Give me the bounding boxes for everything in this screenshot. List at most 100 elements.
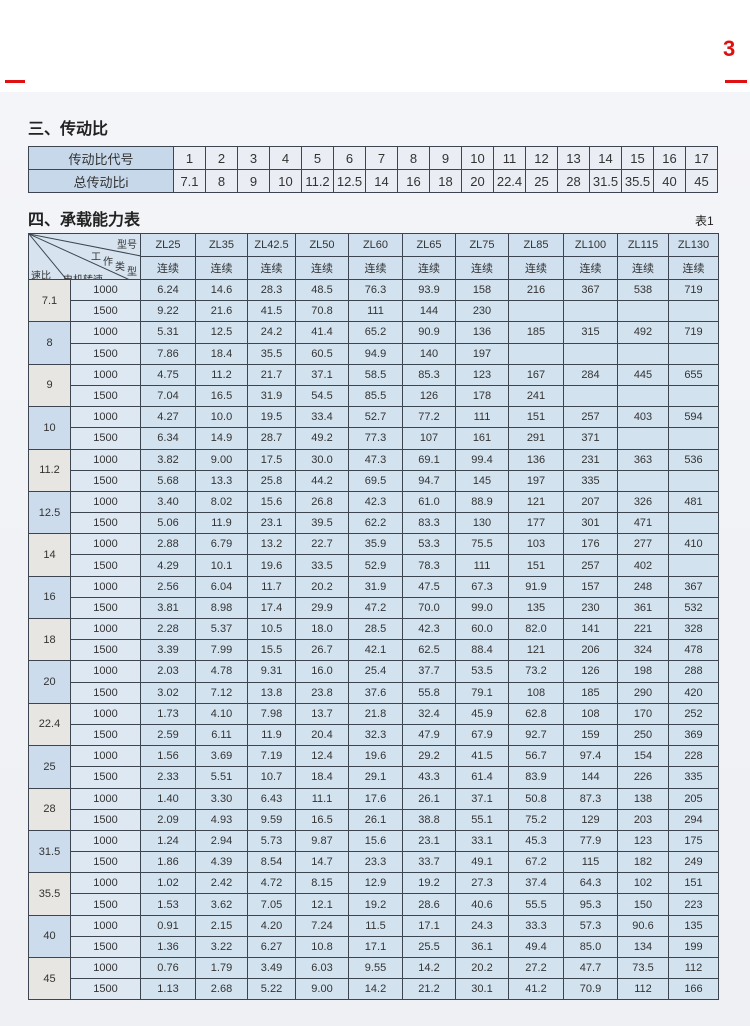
capacity-cell: 87.3 [563,787,618,810]
capacity-cell: 226 [617,766,669,789]
capacity-cell: 15.6 [247,490,296,514]
capacity-cell: 177 [508,512,564,535]
motor-speed-cell: 1500 [70,596,141,620]
capacity-cell: 9.31 [247,660,296,683]
capacity-cell: 14.2 [348,978,403,1001]
table-row: 1500 2.59 6.11 11.9 20.4 32.3 47.9 67.9 92.7 159 2… [29,723,719,747]
capacity-cell: 1.02 [140,872,196,895]
capacity-cell: 20.2 [455,956,509,980]
capacity-cell: 294 [668,808,719,831]
corner-ratio-label: 速比 [31,271,51,280]
capacity-cell: 1.24 [140,829,196,853]
ratio-table: 传动比代号 1 2 3 4 5 6 7 8 9 10 11 12 13 14 15 16 17 总传动比i 7.1 8… [28,146,718,193]
capacity-cell: 216 [508,278,564,302]
capacity-cell: 129 [563,808,618,831]
header-rule-left [5,80,25,83]
capacity-cell: 17.4 [247,596,296,620]
capacity-cell: 167 [508,363,564,386]
capacity-cell: 70.9 [563,978,618,1001]
capacity-cell: 2.59 [140,723,196,747]
capacity-cell: 257 [563,406,618,429]
capacity-cell: 108 [563,702,618,725]
capacity-cell: 185 [563,681,618,704]
capacity-cell: 5.73 [247,829,296,853]
capacity-cell: 123 [617,829,669,853]
capacity-cell: 7.05 [247,893,296,916]
capacity-cell: 301 [563,512,618,535]
model-header: ZL130 [668,233,719,257]
capacity-cell: 17.1 [402,914,456,937]
capacity-cell: 9.00 [295,978,349,1001]
capacity-cell: 37.1 [455,787,509,810]
capacity-cell: 16.5 [295,808,349,831]
capacity-cell: 203 [617,808,669,831]
header-rule-right [725,80,747,83]
capacity-cell: 85.3 [402,363,456,386]
capacity-cell: 223 [668,893,719,916]
capacity-cell: 20.2 [295,575,349,598]
ratio-cell: 18 [28,617,71,662]
motor-speed-cell: 1500 [70,384,141,408]
capacity-cell: 13.3 [195,469,248,492]
capacity-cell: 29.9 [295,596,349,620]
capacity-cell: 41.4 [295,321,349,344]
ratio-value-cell: 8 [205,169,238,193]
capacity-cell: 11.9 [247,723,296,747]
capacity-cell: 134 [617,935,669,959]
capacity-cell: 50.8 [508,787,564,810]
model-header: ZL100 [563,233,618,257]
motor-speed-cell: 1500 [70,893,141,916]
ratio-code-cell: 8 [397,146,430,170]
capacity-cell: 11.1 [295,787,349,810]
ratio-code-cell: 4 [269,146,302,170]
capacity-cell: 62.5 [402,639,456,662]
capacity-cell: 5.51 [195,766,248,789]
capacity-cell: 103 [508,533,564,556]
capacity-cell: 328 [668,617,719,641]
capacity-cell: 182 [617,851,669,874]
capacity-cell: 3.02 [140,681,196,704]
capacity-cell: 7.24 [295,914,349,937]
table-row: 28 1000 1.40 3.30 6.43 11.1 17.6 26.1 37.1 50.8 87… [28,787,719,831]
motor-speed-cell: 1500 [70,808,141,831]
capacity-cell: 115 [563,851,618,874]
ratio-cell: 11.2 [28,448,71,492]
capacity-cell: 94.9 [348,342,403,365]
ratio-value-cell: 28 [557,169,590,193]
capacity-cell: 39.5 [295,512,349,535]
capacity-cell: 14.9 [195,427,248,450]
motor-speed-cell: 1000 [70,617,141,641]
capacity-cell: 60.5 [295,342,349,365]
capacity-cell: 12.1 [295,893,349,916]
table-row: 35.5 1000 1.02 2.42 4.72 8.15 12.9 19.2 27.3 37.4… [28,872,719,916]
capacity-cell: 61.0 [402,490,456,514]
capacity-cell: 1.79 [195,956,248,980]
table-row: 1500 7.86 18.4 35.5 60.5 94.9 140 197 [29,342,719,365]
capacity-cell: 12.4 [295,745,349,768]
capacity-cell: 18.0 [295,617,349,641]
duty-header: 连续 [508,256,564,280]
ratio-value-cell: 14 [365,169,398,193]
capacity-cell: 48.5 [295,278,349,302]
motor-speed-cell: 1000 [70,956,141,980]
motor-speed-cell: 1000 [70,321,141,344]
capacity-cell: 26.1 [402,787,456,810]
capacity-cell: 15.5 [247,639,296,662]
capacity-cell: 62.8 [508,702,564,725]
capacity-cell: 8.98 [195,596,248,620]
capacity-cell [668,342,719,365]
capacity-cell: 13.8 [247,681,296,704]
motor-speed-cell: 1000 [70,363,141,386]
ratio-code-cell: 3 [237,146,270,170]
capacity-cell: 9.22 [140,300,196,323]
capacity-cell: 538 [617,278,669,302]
capacity-cell: 83.3 [402,512,456,535]
capacity-cell [508,300,564,323]
capacity-cell: 335 [668,766,719,789]
ratio-code-cell: 7 [365,146,398,170]
capacity-cell: 170 [617,702,669,725]
capacity-cell: 4.75 [140,363,196,386]
capacity-cell: 97.4 [563,745,618,768]
capacity-cell: 32.3 [348,723,403,747]
capacity-cell: 62.2 [348,512,403,535]
